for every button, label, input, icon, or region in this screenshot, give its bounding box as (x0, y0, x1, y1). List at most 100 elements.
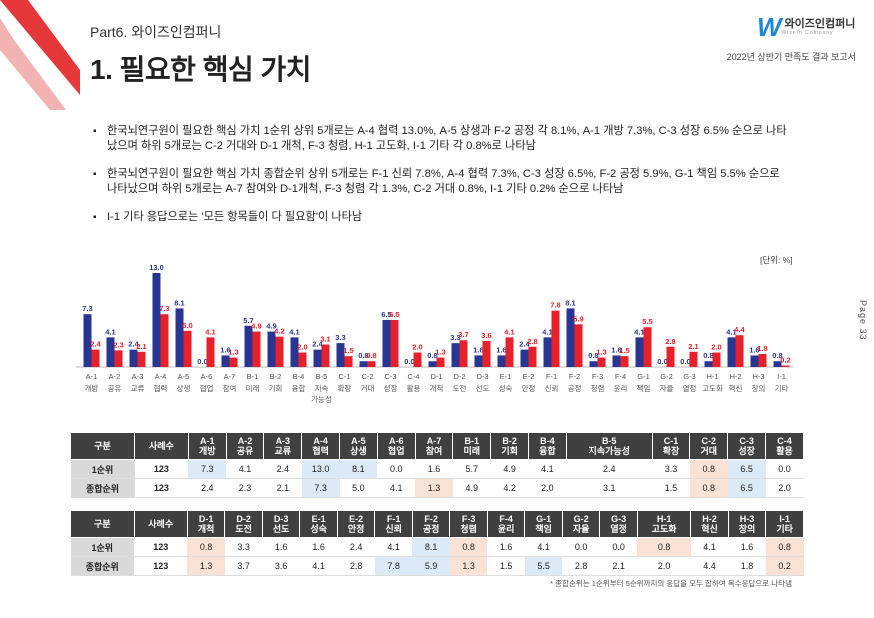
tick-label-name: 청렴 (591, 384, 605, 393)
tick-label-name: 활용 (407, 383, 421, 393)
column-header: E-1 성숙 (299, 510, 338, 538)
bar-first (244, 325, 253, 367)
tick-label-code: B-1 (247, 372, 259, 381)
data-label: 4.1 (105, 327, 115, 336)
data-label: 7.3 (159, 304, 169, 313)
tick-label-name: 열정 (683, 383, 697, 393)
column-header: C-2 거대 (689, 432, 729, 460)
column-header: D-2 도전 (224, 510, 263, 538)
data-label: 0.0 (197, 357, 207, 366)
data-label: 3.3 (450, 333, 460, 342)
data-label: 4.1 (289, 327, 299, 336)
bar-first (382, 320, 391, 367)
data-label: 0.0 (680, 357, 690, 366)
data-label: 0.8 (588, 351, 598, 360)
tick-label-name: 성장 (384, 383, 398, 393)
table-cell: 2.0 (765, 478, 804, 498)
tick-label-code: A-1 (86, 372, 98, 381)
table-cell: 6.5 (727, 459, 766, 479)
bar-total (344, 356, 353, 367)
data-label: 4.1 (504, 327, 514, 336)
bar-total (298, 352, 307, 367)
bar-total (160, 314, 169, 367)
column-header: F-2 공정 (411, 510, 451, 538)
bar-total (482, 340, 491, 367)
data-label: 4.1 (542, 327, 552, 336)
data-label: 4.4 (734, 325, 745, 334)
bar-first (635, 337, 644, 367)
footnote: * 종합순위는 1순위부터 5순위까지의 응답을 모두 합하여 복수응답으로 나… (550, 579, 792, 588)
report-title: 2022년 상반기 만족도 결과 보고서 (726, 52, 856, 62)
data-label: 3.3 (335, 333, 345, 342)
data-label: 1.6 (220, 345, 230, 354)
table-row: 종합순위 123 2.4 2.3 2.1 7.3 5.0 4.1 1.3 4.9 4.2 2.0 3.1… (70, 478, 804, 498)
table-cell: 1.5 (487, 556, 525, 576)
table-cell: 0.8 (187, 537, 225, 557)
tick-label-name: 공정 (568, 383, 582, 393)
column-header: A-4 협력 (301, 432, 341, 460)
bar-total (505, 337, 514, 367)
tick-label-code: A-2 (109, 372, 121, 381)
data-label: 0.8 (772, 351, 782, 360)
table-cell: 4.1 (690, 537, 729, 557)
data-label: 4.9 (251, 322, 261, 331)
bar-total (781, 365, 790, 367)
column-header: B-1 미래 (452, 432, 492, 460)
table-cell: 4.1 (524, 537, 563, 557)
data-label: 2.8 (665, 337, 675, 346)
bar-first (750, 355, 759, 367)
data-label: 5.7 (243, 316, 253, 325)
table-cell: 0.2 (765, 556, 804, 576)
data-label: 13.0 (149, 263, 164, 272)
tick-label-name: 선도 (476, 384, 490, 393)
bar-first (221, 355, 230, 367)
table-cell: 6.5 (727, 478, 766, 498)
column-header: F-4 윤리 (486, 510, 526, 538)
bar-total (390, 320, 399, 367)
data-label: 6.5 (381, 310, 391, 319)
table-row: 종합순위 123 1.3 3.7 3.6 4.1 2.8 7.8 5.9 1.3 1.5 5.5 2.8… (70, 556, 804, 576)
data-label: 4.1 (726, 327, 736, 336)
tick-label-code: H-2 (729, 372, 741, 381)
tick-label-code: E-1 (500, 372, 512, 381)
tick-label-name: 협력 (154, 383, 168, 393)
tick-label-code: A-3 (132, 372, 144, 381)
column-header: B-4 융합 (528, 432, 567, 460)
column-header: 사례수 (133, 510, 188, 538)
tick-label-name: 협업 (200, 383, 214, 393)
data-label: 2.1 (136, 342, 146, 351)
table-cell: 4.1 (374, 537, 413, 557)
bar-total (229, 357, 238, 367)
data-label: 6.5 (389, 310, 399, 319)
tick-label-name: 자율 (660, 384, 674, 393)
column-header: G-3 열정 (599, 510, 638, 538)
tick-label-code: A-6 (201, 372, 213, 381)
table-cell: 5.7 (452, 459, 491, 479)
tick-label-code: D-3 (476, 372, 488, 381)
data-label: 4.1 (634, 327, 644, 336)
data-label: 3.7 (458, 330, 468, 339)
column-header: B-2 기회 (490, 432, 529, 460)
table-cell: 7.8 (374, 556, 413, 576)
bar-total (689, 351, 698, 367)
table-cell: 7.3 (301, 478, 340, 498)
tick-label-name: 교류 (131, 384, 145, 393)
tick-label-code: C-3 (384, 372, 396, 381)
case-count: 123 (134, 478, 189, 498)
column-header: F-3 청렴 (449, 510, 488, 538)
unit-label: [단위: %] (760, 255, 793, 265)
column-header: H-1 고도화 (636, 510, 692, 538)
column-header: A-6 협업 (376, 432, 416, 460)
row-label: 1순위 (70, 459, 135, 479)
data-label: 2.0 (711, 343, 721, 352)
table-cell: 5.9 (412, 556, 450, 576)
bar-first (773, 361, 782, 367)
data-label: 7.3 (82, 304, 92, 313)
logo-mark-icon: W (757, 12, 782, 42)
data-label: 8.1 (565, 298, 575, 307)
data-label: 4.2 (274, 327, 284, 336)
bar-total (528, 346, 537, 367)
table-cell: 4.1 (226, 459, 264, 479)
data-label: 0.0 (404, 357, 414, 366)
tick-label-name: 고도화 (702, 384, 723, 393)
